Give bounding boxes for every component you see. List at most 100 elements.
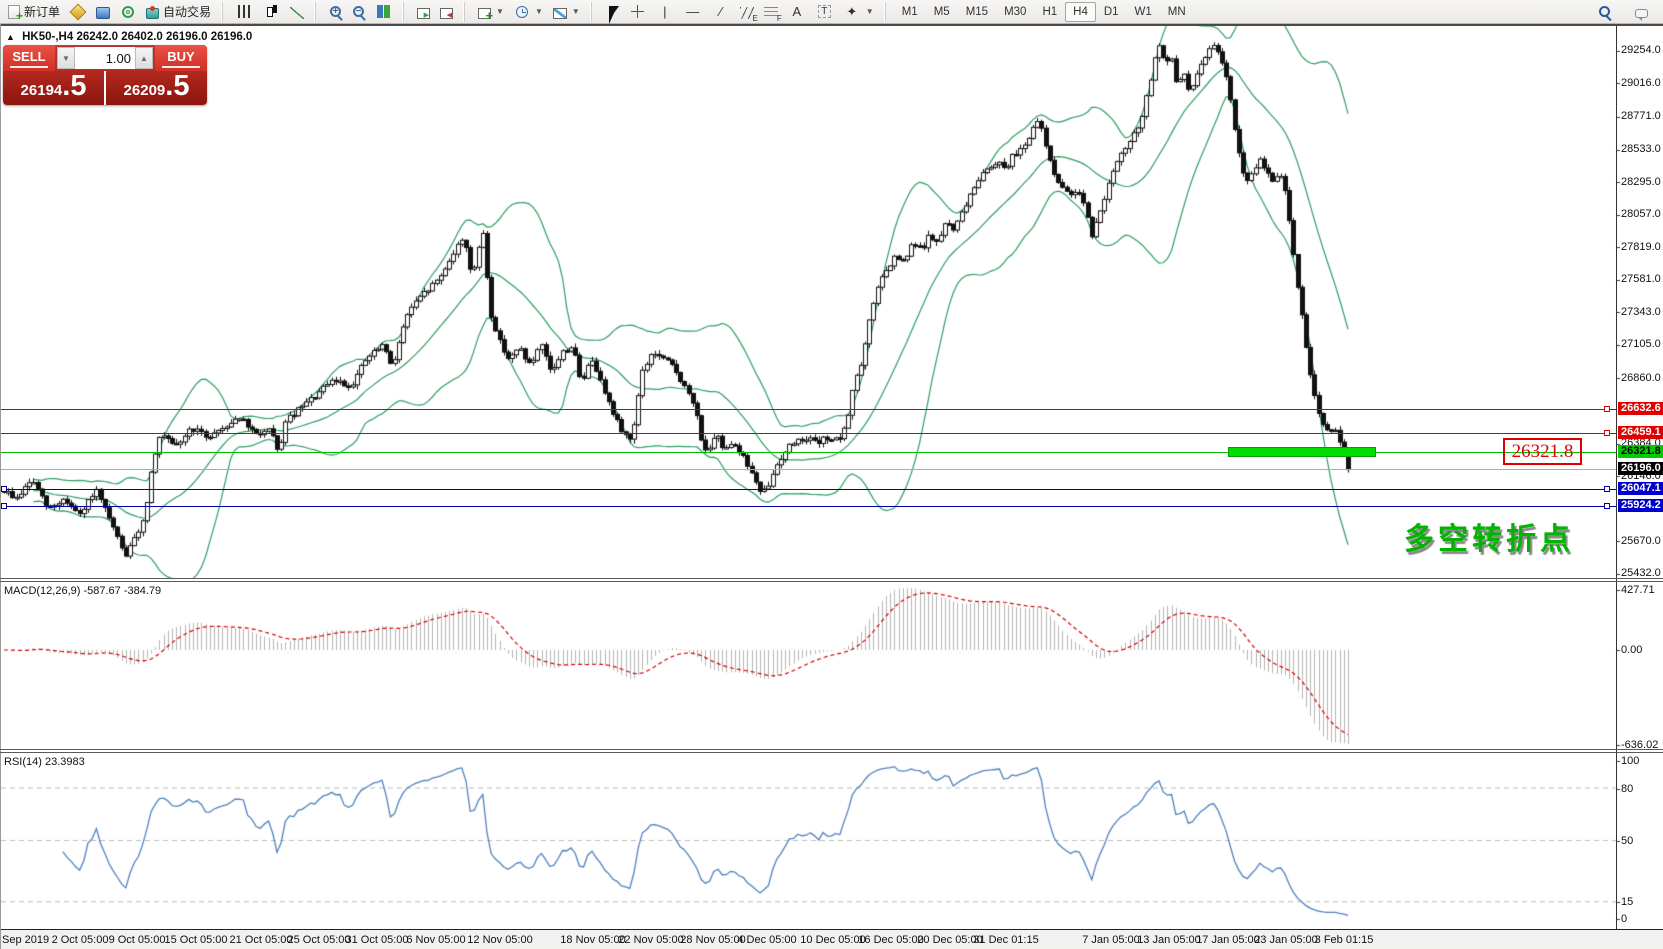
rsi-axis-label: 0 bbox=[1621, 913, 1628, 925]
horizontal-level-line[interactable] bbox=[0, 451, 1616, 453]
chat-button[interactable] bbox=[1630, 4, 1653, 21]
horizontal-line-icon: — bbox=[686, 4, 700, 19]
text-label-icon: T bbox=[817, 5, 831, 18]
text-label-tool-button[interactable]: T bbox=[811, 1, 838, 22]
vertical-line-tool-button[interactable]: | bbox=[651, 2, 679, 21]
panel-separator[interactable] bbox=[0, 752, 1663, 753]
trendline-tool-button[interactable]: ∕ bbox=[707, 2, 735, 21]
time-axis-label: 28 Nov 05:00 bbox=[680, 934, 746, 946]
timeframe-button-m5[interactable]: M5 bbox=[933, 5, 950, 18]
sell-button[interactable]: SELL bbox=[3, 45, 55, 71]
timeframe-button-m30[interactable]: M30 bbox=[1004, 5, 1027, 18]
price-axis-label: 29254.0 bbox=[1621, 44, 1661, 57]
rsi-title: RSI(14) bbox=[4, 756, 42, 768]
periods-button[interactable]: ▼ bbox=[509, 2, 548, 22]
timeframe-button-m1[interactable]: M1 bbox=[901, 5, 918, 18]
indicators-button[interactable]: ▼ bbox=[473, 3, 509, 23]
price-axis-label: 27105.0 bbox=[1621, 338, 1661, 351]
price-axis-line[interactable] bbox=[1616, 26, 1617, 929]
auto-scroll-button[interactable] bbox=[412, 3, 435, 21]
zoom-out-button[interactable]: − bbox=[347, 3, 370, 20]
chart-shift-icon bbox=[440, 7, 454, 19]
line-chart-mode-button[interactable] bbox=[285, 3, 309, 21]
collapse-one-click-icon[interactable]: ▲ bbox=[6, 32, 15, 42]
auto-trading-icon bbox=[146, 5, 160, 19]
horizontal-line-tool-button[interactable]: — bbox=[679, 2, 707, 21]
chart-shift-button[interactable] bbox=[435, 3, 458, 21]
toolbar-separator bbox=[314, 1, 320, 22]
timeframe-button-d1[interactable]: D1 bbox=[1103, 5, 1119, 18]
volume-input[interactable] bbox=[75, 47, 135, 69]
new-chart-button[interactable] bbox=[65, 2, 91, 22]
bar-chart-mode-button[interactable] bbox=[231, 1, 258, 22]
sell-price-pips: .5 bbox=[62, 70, 87, 102]
cursor-tool-button[interactable] bbox=[600, 3, 624, 24]
panel-separator[interactable] bbox=[0, 578, 1663, 579]
line-end-marker[interactable] bbox=[1, 486, 7, 493]
new-order-button[interactable]: 新订单 bbox=[3, 1, 65, 23]
price-axis-label: 25432.0 bbox=[1621, 567, 1661, 580]
timeframe-button-h1[interactable]: H1 bbox=[1042, 5, 1058, 18]
fibonacci-tool-button[interactable] bbox=[759, 2, 783, 23]
symbol-ohlc-header: ▲ HK50-,H4 26242.0 26402.0 26196.0 26196… bbox=[6, 31, 252, 43]
buy-button[interactable]: BUY bbox=[155, 45, 207, 71]
candlestick-mode-button[interactable] bbox=[258, 1, 285, 22]
horizontal-level-line[interactable] bbox=[0, 409, 1616, 410]
horizontal-level-line[interactable] bbox=[0, 432, 1616, 434]
level-price-badge: 26196.0 bbox=[1618, 461, 1663, 475]
macd-header: MACD(12,26,9) -587.67 -384.79 bbox=[4, 585, 161, 597]
price-axis-label: 27819.0 bbox=[1621, 240, 1661, 253]
timeframe-button-m15[interactable]: M15 bbox=[965, 5, 989, 18]
crosshair-tool-button[interactable] bbox=[624, 1, 651, 22]
buy-price[interactable]: 26209 .5 bbox=[106, 71, 207, 105]
volume-control: ▼ ▲ bbox=[56, 46, 154, 70]
time-axis-label: 17 Jan 05:00 bbox=[1196, 934, 1260, 946]
macd-title: MACD(12,26,9) bbox=[4, 585, 81, 597]
sell-price[interactable]: 26194 .5 bbox=[3, 71, 104, 105]
time-axis[interactable] bbox=[0, 929, 1663, 949]
timeframe-button-h4[interactable]: H4 bbox=[1065, 1, 1096, 22]
horizontal-level-line[interactable] bbox=[0, 505, 1616, 507]
line-end-marker[interactable] bbox=[1604, 429, 1610, 436]
profiles-button[interactable] bbox=[91, 3, 115, 21]
horizontal-level-line[interactable] bbox=[0, 489, 1616, 491]
panel-separator[interactable] bbox=[0, 749, 1663, 750]
volume-down-button[interactable]: ▼ bbox=[57, 47, 75, 69]
panel-separator[interactable] bbox=[0, 581, 1663, 582]
line-end-marker[interactable] bbox=[1604, 486, 1610, 493]
buy-price-main: 26209 bbox=[123, 82, 166, 99]
zoom-in-button[interactable]: + bbox=[324, 3, 347, 20]
timeframe-button-mn[interactable]: MN bbox=[1167, 5, 1186, 18]
horizontal-level-line[interactable] bbox=[0, 468, 1616, 470]
macd-value-signal: -384.79 bbox=[123, 585, 162, 597]
volume-up-button[interactable]: ▲ bbox=[135, 47, 153, 69]
toolbar-group-orders: 新订单 自动交易 bbox=[0, 0, 219, 24]
price-axis-label: 27343.0 bbox=[1621, 305, 1661, 318]
auto-scroll-icon bbox=[417, 7, 431, 19]
tile-windows-button[interactable] bbox=[370, 1, 397, 22]
buy-underline bbox=[162, 65, 200, 68]
price-axis-label: 28771.0 bbox=[1621, 110, 1661, 123]
toolbar-separator bbox=[221, 1, 227, 22]
price-note-box[interactable]: 26321.8 bbox=[1503, 438, 1582, 465]
candlestick-icon bbox=[265, 5, 278, 18]
timeframe-button-w1[interactable]: W1 bbox=[1134, 5, 1152, 18]
arrows-tool-button[interactable]: ✦ ▼ bbox=[838, 2, 879, 22]
support-highlight-zone[interactable] bbox=[1228, 447, 1376, 458]
line-end-marker[interactable] bbox=[1, 502, 7, 509]
text-tool-button[interactable]: A bbox=[783, 2, 811, 21]
signals-button[interactable] bbox=[115, 2, 141, 22]
line-end-marker[interactable] bbox=[1604, 406, 1610, 412]
rsi-axis-label: 100 bbox=[1621, 755, 1640, 767]
time-axis-label: 25 Oct 05:00 bbox=[287, 934, 351, 946]
templates-button[interactable]: ▼ bbox=[548, 3, 585, 21]
rsi-axis-label: 50 bbox=[1621, 835, 1634, 847]
search-button[interactable] bbox=[1593, 3, 1616, 20]
channel-tool-button[interactable] bbox=[735, 2, 759, 23]
time-axis-label: 2 Oct 05:00 bbox=[51, 934, 109, 946]
price-axis-label: 29016.0 bbox=[1621, 76, 1661, 89]
turning-point-annotation[interactable]: 多空转折点 bbox=[1404, 523, 1574, 556]
auto-trading-button[interactable]: 自动交易 bbox=[141, 1, 216, 22]
line-end-marker[interactable] bbox=[1604, 502, 1610, 509]
